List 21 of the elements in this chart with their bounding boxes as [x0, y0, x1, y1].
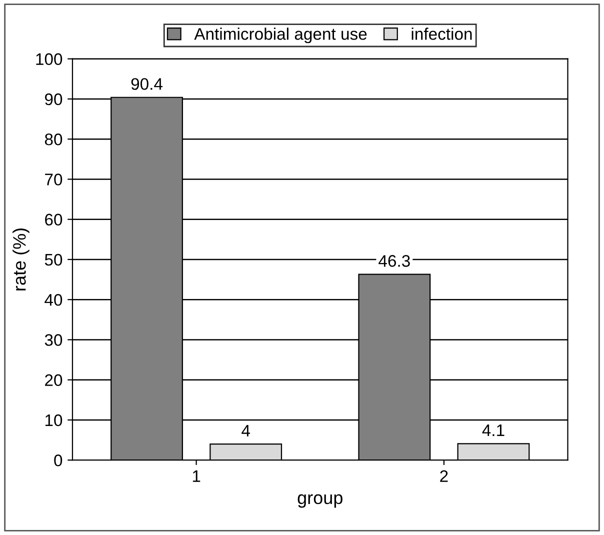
data-label: 4.1 [482, 424, 504, 436]
x-tick-label: 2 [440, 470, 448, 482]
y-tick-label: 0 [54, 454, 62, 466]
x-axis-title: group [298, 494, 342, 508]
data-label: 90.4 [131, 78, 163, 90]
y-tick-label: 100 [36, 53, 62, 66]
y-axis-title: rate (%) [12, 228, 30, 290]
y-tick-label: 30 [44, 334, 62, 346]
y-tick-label: 90 [45, 93, 62, 106]
y-tick-label: 20 [45, 374, 62, 386]
y-tick-label: 70 [45, 174, 62, 186]
y-tick-label: 80 [44, 134, 62, 146]
x-tick-label: 1 [192, 470, 200, 482]
y-tick-label: 40 [44, 294, 62, 306]
data-label: 46.3 [378, 255, 410, 267]
y-tick-label: 50 [44, 254, 62, 266]
y-tick-label: 10 [45, 414, 62, 426]
y-tick-label: 60 [45, 214, 62, 226]
legend-label: infection [412, 28, 472, 40]
legend-label: Antimicrobial agent use [194, 28, 367, 44]
data-label: 4 [242, 424, 250, 436]
